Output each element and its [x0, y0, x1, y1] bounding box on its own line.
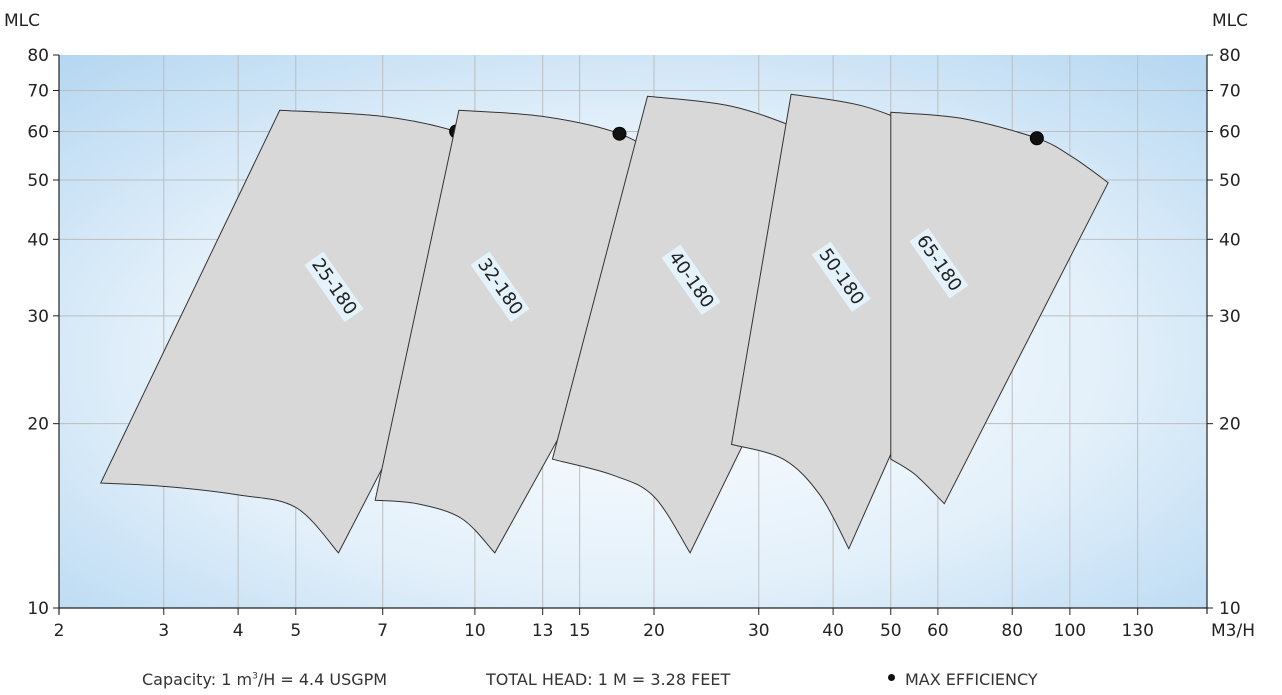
max-efficiency-point: [612, 126, 627, 141]
x-tick-label: 40: [822, 621, 844, 641]
x-tick-label: 30: [748, 621, 770, 641]
x-tick-label: 5: [290, 621, 301, 641]
head-note: TOTAL HEAD: 1 M = 3.28 FEET: [486, 670, 731, 689]
x-tick-label: 10: [464, 621, 486, 641]
x-tick-label: 20: [643, 621, 665, 641]
y-tick-label-right: 50: [1219, 171, 1241, 191]
band-label-bg: [304, 251, 364, 323]
band-label-bg: [661, 244, 721, 316]
x-tick-label: 60: [927, 621, 949, 641]
y-tick-label-left: 10: [27, 599, 49, 619]
y-tick-label-right: 20: [1219, 415, 1241, 435]
x-tick-label: 13: [532, 621, 554, 641]
y-tick-label-left: 80: [27, 46, 49, 66]
y-tick-label-right: 10: [1219, 599, 1241, 619]
band-label-bg: [470, 251, 530, 323]
performance-bands: 25-180 32-180 40-180 50-180 65-180: [99, 93, 1109, 554]
x-tick-label: 100: [1054, 621, 1086, 641]
y-axis-unit-left: MLC: [4, 11, 40, 31]
axes: 10 10 20 20 30 30 40 40 50 50 60 60 70 70 80 80 2 3 4 5 7 10 1…: [4, 11, 1255, 641]
band-65-180: [890, 111, 1109, 505]
x-tick-label: 80: [1001, 621, 1023, 641]
band-label-bg: [909, 228, 969, 299]
x-tick-label: 3: [158, 621, 169, 641]
x-tick-label: 7: [377, 621, 388, 641]
band-label-bg: [811, 241, 871, 313]
y-tick-label-right: 60: [1219, 123, 1241, 143]
x-tick-label: 50: [880, 621, 902, 641]
y-tick-label-left: 40: [27, 230, 49, 250]
x-tick-label: 4: [233, 621, 244, 641]
y-tick-label-left: 60: [27, 123, 49, 143]
x-tick-label: 130: [1121, 621, 1153, 641]
y-tick-label-right: 30: [1219, 307, 1241, 327]
x-axis-unit: M3/H: [1211, 621, 1255, 641]
max-efficiency-point: [1029, 131, 1044, 146]
legend-max-efficiency: MAX EFFICIENCY: [888, 670, 1038, 689]
capacity-note: Capacity: 1 m3/H = 4.4 USGPM: [142, 670, 388, 689]
y-tick-label-right: 70: [1219, 82, 1241, 102]
y-tick-label-left: 70: [27, 82, 49, 102]
max-efficiency-marker-icon: [888, 674, 895, 681]
y-tick-label-left: 30: [27, 307, 49, 327]
y-axis-unit-right: MLC: [1212, 11, 1248, 31]
x-tick-label: 2: [54, 621, 65, 641]
x-tick-label: 15: [569, 621, 591, 641]
y-tick-label-right: 40: [1219, 230, 1241, 250]
y-tick-label-left: 50: [27, 171, 49, 191]
y-tick-label-right: 80: [1219, 46, 1241, 66]
y-tick-label-left: 20: [27, 415, 49, 435]
